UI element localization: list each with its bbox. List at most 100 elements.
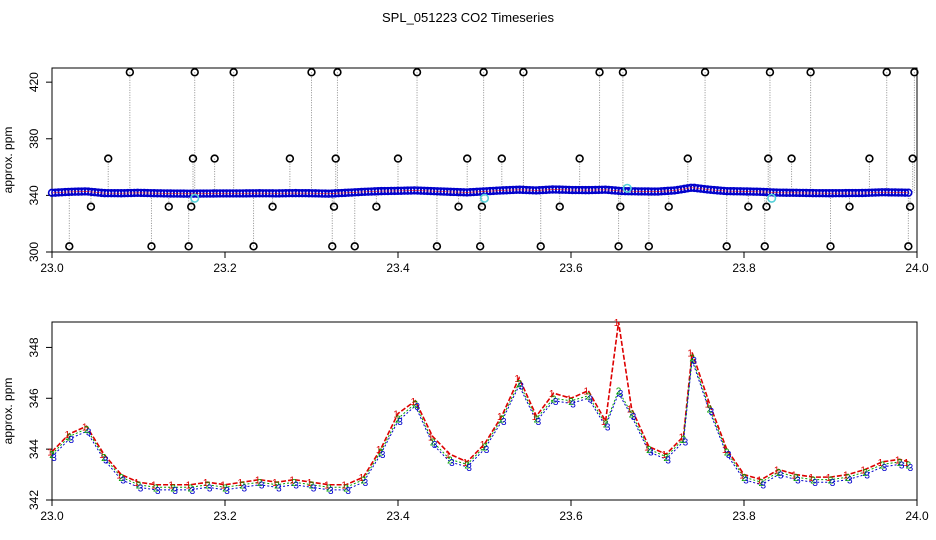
- detail-point-1: 1: [532, 412, 538, 423]
- y-tick-label: 420: [27, 72, 41, 92]
- outlier-point: [372, 202, 381, 211]
- detail-point-1: 1: [722, 445, 728, 456]
- detail-point-2: 2: [568, 397, 574, 408]
- outlier-point: [905, 202, 915, 211]
- detail-point-1: 1: [203, 478, 209, 489]
- detail-point-2: 2: [153, 483, 159, 494]
- detail-point-3: 3: [709, 407, 715, 418]
- detail-panel: 23.0 23.2 23.4 23.6 23.8 24.0 342 344 346 348 appr…: [1, 318, 929, 523]
- detail-point-3: 3: [432, 440, 438, 451]
- detail-point-1: 1: [705, 399, 711, 410]
- detail-point-2: 2: [534, 415, 540, 426]
- detail-point-2: 2: [616, 387, 622, 398]
- y-axis-label: approx. ppm: [1, 127, 15, 194]
- outlier-point: [268, 202, 277, 211]
- y-tick-label: 346: [27, 388, 41, 408]
- y-tick-label: 300: [27, 242, 41, 262]
- outlier-point: [760, 242, 769, 251]
- x-tick-label: 24.0: [905, 261, 929, 275]
- detail-point-2: 2: [516, 379, 522, 390]
- outlier-point: [187, 202, 196, 211]
- outlier-point: [882, 68, 891, 77]
- detail-point-1: 1: [411, 397, 417, 408]
- detail-point-3: 3: [69, 435, 75, 446]
- outlier-point: [618, 68, 628, 77]
- detail-point-1: 1: [514, 374, 520, 385]
- detail-point-2: 2: [663, 453, 669, 464]
- detail-point-2: 2: [188, 483, 194, 494]
- detail-point-1: 1: [774, 465, 780, 476]
- detail-point-2: 2: [759, 478, 765, 489]
- outlier-point: [787, 154, 796, 163]
- x-tick-label: 24.0: [905, 509, 929, 523]
- detail-point-1: 1: [584, 387, 590, 398]
- detail-point-1: 1: [601, 417, 607, 428]
- x-tick-label: 23.4: [386, 509, 410, 523]
- detail-point-1: 1: [462, 458, 468, 469]
- detail-point-1: 1: [497, 412, 503, 423]
- flagged-point: [479, 193, 490, 203]
- outlier-point: [477, 202, 487, 211]
- detail-point-2: 2: [689, 354, 695, 365]
- detail-point-2: 2: [845, 473, 851, 484]
- outlier-point: [412, 68, 422, 77]
- detail-point-3: 3: [812, 478, 818, 489]
- y-tick-label: 342: [27, 490, 41, 510]
- flagged-point: [767, 193, 777, 203]
- detail-point-3: 3: [553, 397, 559, 408]
- detail-point-2: 2: [343, 483, 349, 494]
- detail-point-1: 1: [289, 476, 295, 487]
- detail-point-2: 2: [862, 468, 868, 479]
- detail-point-2: 2: [84, 425, 90, 436]
- detail-point-2: 2: [793, 473, 799, 484]
- detail-point-1: 1: [359, 473, 365, 484]
- detail-point-1: 1: [878, 458, 884, 469]
- detail-point-3: 3: [51, 453, 57, 464]
- detail-series-line-3: [51, 359, 909, 491]
- detail-point-3: 3: [86, 427, 92, 438]
- detail-point-3: 3: [618, 389, 624, 400]
- detail-point-2: 2: [586, 392, 592, 403]
- outlier-point: [147, 242, 156, 251]
- x-tick-label: 23.8: [732, 509, 756, 523]
- detail-point-2: 2: [724, 448, 730, 459]
- detail-point-1: 1: [687, 349, 693, 360]
- y-tick-label: 380: [27, 128, 41, 148]
- detail-point-1: 1: [566, 394, 572, 405]
- detail-point-1: 1: [151, 481, 157, 492]
- detail-point-3: 3: [847, 476, 853, 487]
- outlier-point: [845, 202, 854, 211]
- outlier-point: [190, 68, 199, 77]
- x-tick-label: 23.2: [213, 509, 237, 523]
- outlier-point: [519, 68, 528, 77]
- outlier-point: [683, 154, 692, 163]
- outlier-point: [616, 202, 625, 211]
- detail-point-2: 2: [629, 410, 635, 421]
- detail-point-2: 2: [274, 481, 280, 492]
- detail-point-2: 2: [170, 483, 176, 494]
- outlier-point: [104, 154, 113, 163]
- outlier-point: [904, 242, 913, 251]
- outlier-point: [908, 154, 917, 163]
- detail-point-2: 2: [413, 399, 419, 410]
- detail-point-2: 2: [906, 460, 912, 471]
- detail-point-2: 2: [309, 481, 315, 492]
- detail-point-2: 2: [646, 445, 652, 456]
- detail-point-1: 1: [116, 471, 122, 482]
- y-axis-label: approx. ppm: [1, 378, 15, 445]
- outlier-point: [188, 154, 198, 163]
- outlier-point: [762, 202, 771, 211]
- detail-point-1: 1: [808, 473, 814, 484]
- detail-point-3: 3: [345, 486, 351, 497]
- detail-point-1: 1: [186, 481, 192, 492]
- outlier-point: [826, 242, 835, 251]
- detail-series-line-2: [51, 357, 909, 488]
- plot-frame: [51, 321, 918, 501]
- outlier-point: [329, 202, 339, 211]
- detail-point-2: 2: [499, 415, 505, 426]
- overview-series-line: [51, 187, 909, 195]
- detail-point-3: 3: [328, 486, 334, 497]
- outlier-point: [764, 154, 773, 163]
- detail-point-2: 2: [482, 443, 488, 454]
